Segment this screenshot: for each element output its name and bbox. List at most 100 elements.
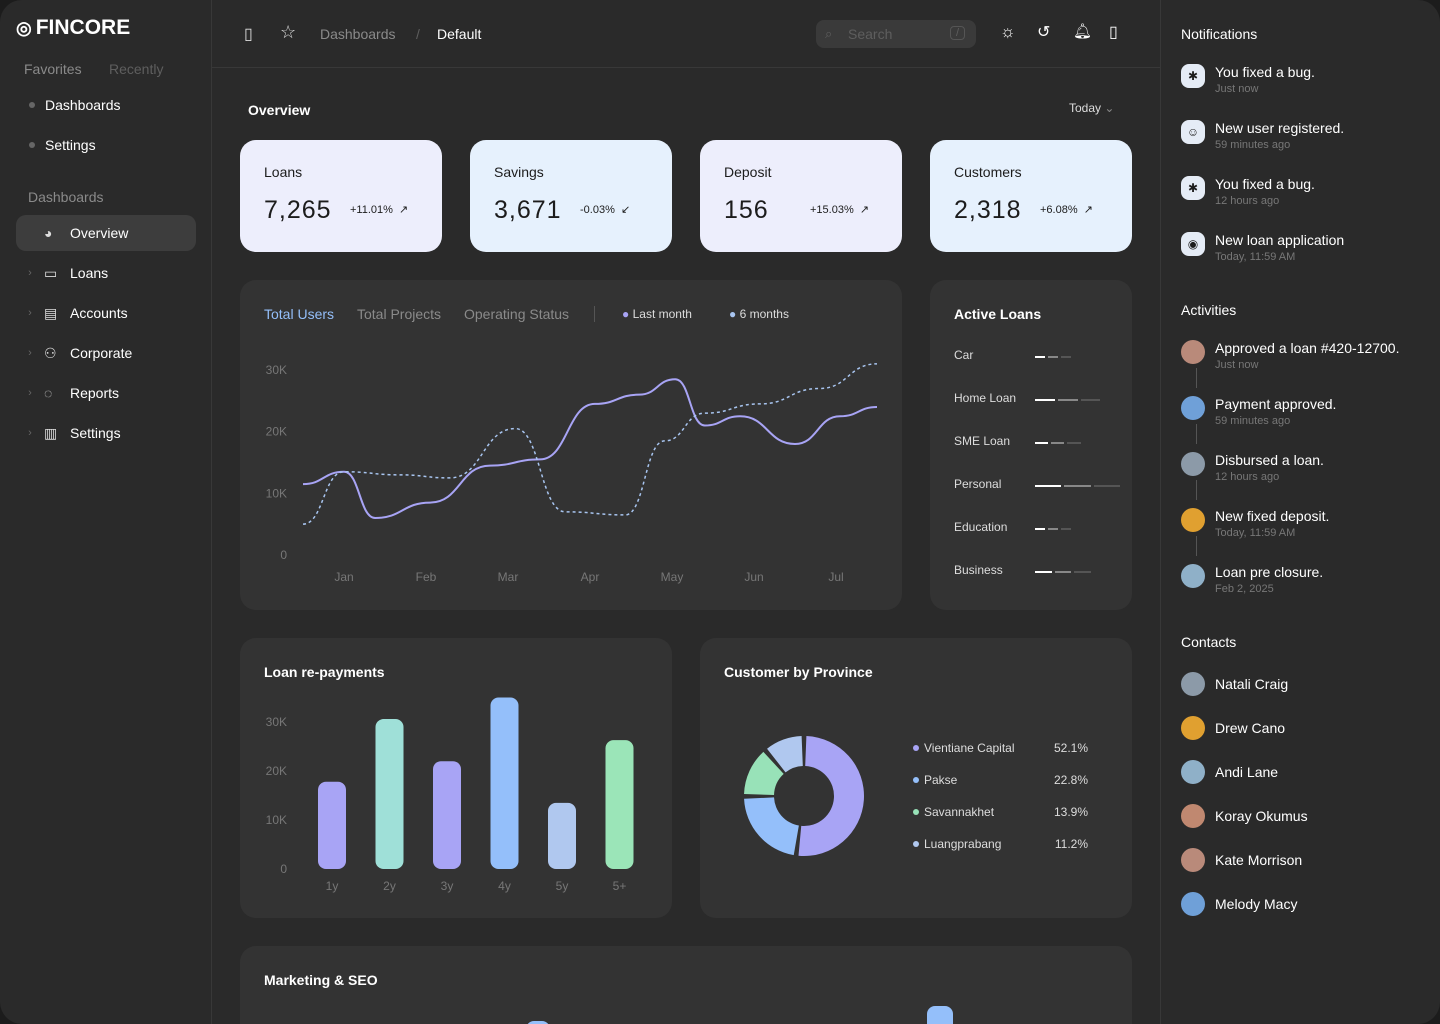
sidebar-item-accounts[interactable]: › ▤ Accounts (16, 295, 196, 331)
contact-item[interactable]: Drew Cano (1181, 716, 1285, 740)
brand-name: FINCORE (35, 16, 131, 39)
tab-total-users[interactable]: Total Users (264, 306, 335, 322)
history-icon[interactable]: ↺ (1037, 24, 1051, 41)
legend-label: Savannakhet (924, 805, 995, 819)
chevron-right-icon: › (28, 347, 32, 359)
search-shortcut: / (950, 26, 966, 40)
legend-label: Vientiane Capital (924, 741, 1015, 755)
tab-recently[interactable]: Recently (109, 61, 164, 77)
sidebar-item-label: Accounts (70, 305, 128, 321)
logo[interactable]: ◎ FINCORE (16, 16, 130, 40)
activity-time: 59 minutes ago (1215, 415, 1291, 427)
loan-type-label: Business (954, 563, 1003, 577)
notification-item[interactable]: ◉ New loan application Today, 11:59 AM (1181, 232, 1344, 263)
loan-level-bar (1035, 571, 1091, 573)
kpi-card-savings: Savings 3,671 -0.03% ↙ (470, 140, 672, 252)
star-icon[interactable]: ☆ (280, 22, 297, 42)
range-select[interactable]: Today ⌄ (1069, 101, 1114, 115)
panel-toggle-icon[interactable]: ▯ (1109, 24, 1118, 41)
activity-item[interactable]: Approved a loan #420-12700. Just now (1181, 340, 1399, 371)
sidebar-item-reports[interactable]: › ◌ Reports (16, 375, 196, 411)
breadcrumb-dashboards[interactable]: Dashboards (320, 26, 396, 42)
kpi-change-value: +6.08% (1040, 204, 1078, 216)
loan-type-label: Car (954, 348, 974, 362)
kpi-value: 3,671 (494, 196, 562, 224)
sidebar-item-loans[interactable]: › ▭ Loans (16, 255, 196, 291)
sidebar-toggle-icon[interactable]: ▯ (244, 26, 253, 43)
search-input[interactable]: ⌕ Search / (816, 20, 976, 48)
notification-item[interactable]: ✱ You fixed a bug. 12 hours ago (1181, 176, 1315, 207)
activity-text: Approved a loan #420-12700. (1215, 340, 1400, 356)
contact-name: Natali Craig (1215, 676, 1289, 692)
loan-level-bar (1035, 485, 1121, 487)
activity-item[interactable]: Payment approved. 59 minutes ago (1181, 396, 1336, 427)
notification-time: Today, 11:59 AM (1215, 251, 1296, 263)
legend-label: 6 months (739, 307, 789, 321)
activity-item[interactable]: Disbursed a loan. 12 hours ago (1181, 452, 1324, 483)
kpi-label: Customers (954, 164, 1022, 180)
loan-type-label: Education (954, 520, 1008, 534)
activity-item[interactable]: Loan pre closure. Feb 2, 2025 (1181, 564, 1323, 595)
province-title: Customer by Province (724, 664, 873, 680)
notification-item[interactable]: ☺ New user registered. 59 minutes ago (1181, 120, 1344, 151)
series-line-6-months (302, 363, 878, 525)
kpi-card-deposit: Deposit 156 +15.03% ↗ (700, 140, 902, 252)
sidebar-item-corporate[interactable]: › ⚇ Corporate (16, 335, 196, 371)
repayments-title: Loan re-payments (264, 664, 385, 680)
sidebar-item-settings[interactable]: › ▥ Settings (16, 415, 196, 451)
notification-item[interactable]: ✱ You fixed a bug. Just now (1181, 64, 1315, 95)
trend-up-icon: ↗ (1083, 204, 1093, 216)
bell-icon[interactable]: 🔔︎ (1073, 23, 1093, 40)
notification-text: You fixed a bug. (1215, 176, 1315, 192)
favorite-dashboards[interactable]: Dashboards (16, 87, 196, 123)
marketing-bar (526, 1021, 550, 1024)
kpi-value: 2,318 (954, 196, 1022, 224)
x-tick-label: 1y (326, 879, 339, 893)
legend-label: Luangprabang (924, 837, 1001, 851)
activity-time: 12 hours ago (1215, 471, 1280, 483)
kpi-label: Deposit (724, 164, 772, 180)
avatar (1181, 508, 1205, 532)
kpi-value: 7,265 (264, 196, 332, 224)
favorite-settings[interactable]: Settings (16, 127, 196, 163)
sidebar-item-label: Corporate (70, 345, 133, 361)
contact-item[interactable]: Kate Morrison (1181, 848, 1302, 872)
timeline-connector (1196, 368, 1197, 388)
avatar (1181, 672, 1205, 696)
series-line-last-month (302, 378, 878, 520)
avatar (1181, 892, 1205, 916)
label: Dashboards (45, 97, 121, 113)
avatar (1181, 340, 1205, 364)
tab-operating-status[interactable]: Operating Status (464, 306, 570, 322)
tab-favorites[interactable]: Favorites (24, 61, 82, 77)
breadcrumb-default[interactable]: Default (437, 26, 482, 42)
contact-item[interactable]: Koray Okumus (1181, 804, 1308, 828)
right-panel: Notifications ✱ You fixed a bug. Just now ☺… (1160, 0, 1440, 1024)
contact-item[interactable]: Natali Craig (1181, 672, 1288, 696)
chevron-right-icon: › (28, 387, 32, 399)
sun-icon[interactable]: ☼ (1000, 22, 1016, 41)
kpi-value: 156 (724, 196, 769, 224)
kpi-change: +11.01% ↗ (350, 203, 408, 216)
y-tick-label: 0 (280, 548, 287, 562)
legend-value: 22.8% (1054, 773, 1088, 787)
y-tick-label: 20K (266, 764, 287, 778)
kpi-card-loans: Loans 7,265 +11.01% ↗ (240, 140, 442, 252)
breadcrumb-separator: / (416, 26, 420, 42)
bar-3y (433, 761, 461, 869)
avatar (1181, 564, 1205, 588)
bar-1y (318, 781, 346, 869)
line-chart: 0 10K 20K 30K Jan Feb Mar Apr May Jun Jul (266, 363, 878, 584)
contact-item[interactable]: Melody Macy (1181, 892, 1297, 916)
y-tick-label: 10K (266, 813, 287, 827)
tab-total-projects[interactable]: Total Projects (357, 306, 442, 322)
activity-time: Feb 2, 2025 (1215, 583, 1274, 595)
donut-slice-luangprabang (767, 736, 803, 773)
chat-icon: ◌ (44, 385, 53, 401)
loan-level-bar (1035, 399, 1101, 401)
loan-type-label: Home Loan (954, 391, 1017, 405)
contact-item[interactable]: Andi Lane (1181, 760, 1278, 784)
activity-item[interactable]: New fixed deposit. Today, 11:59 AM (1181, 508, 1329, 539)
sidebar-item-overview[interactable]: ◕ Overview (16, 215, 196, 251)
